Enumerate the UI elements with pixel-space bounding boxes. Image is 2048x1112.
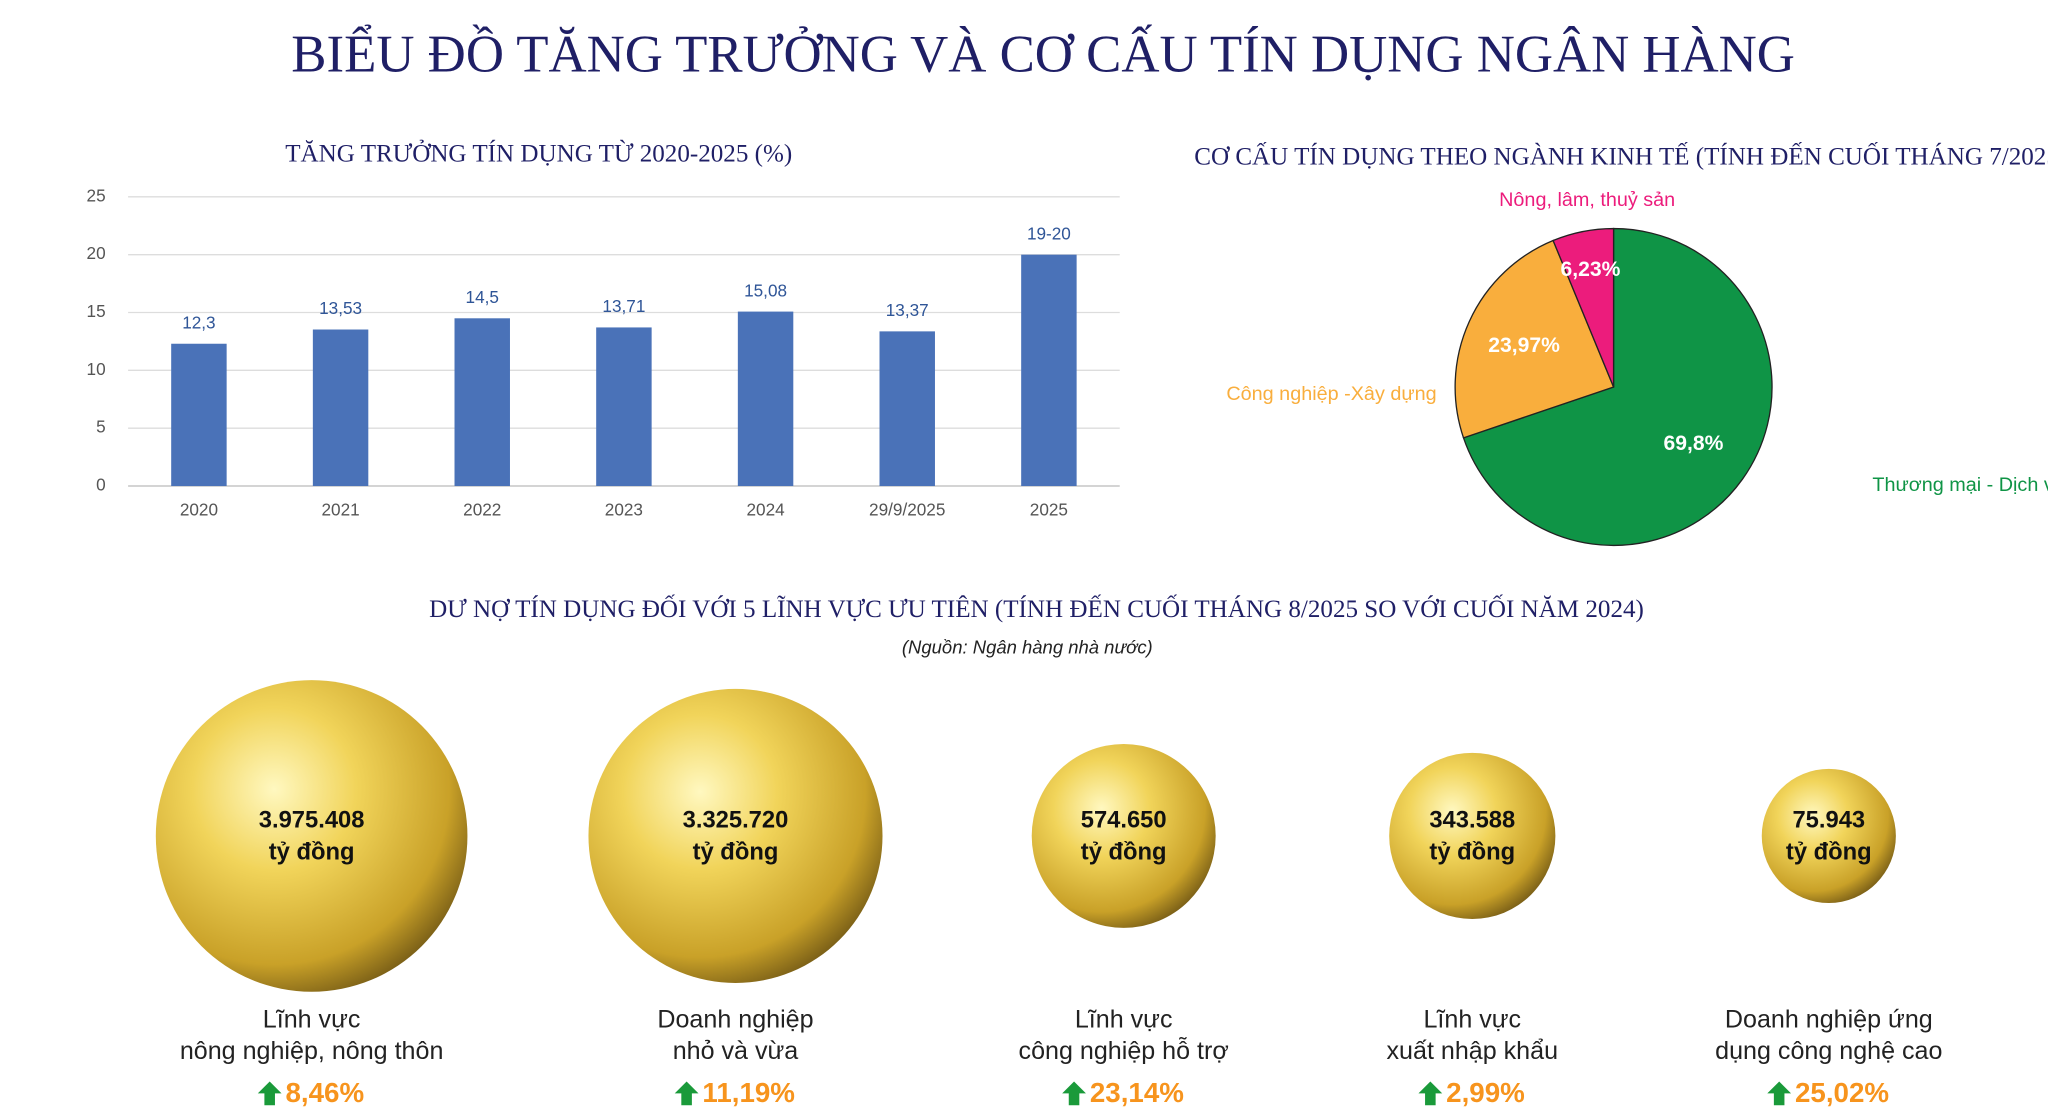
- growth-label: 25,02%: [1795, 1077, 1889, 1108]
- bubble-unit-label: tỷ đồng: [1429, 838, 1515, 865]
- growth-arrow: [1418, 1081, 1443, 1106]
- bar-value-label: 19-20: [1027, 223, 1071, 243]
- pie-category-label: Công nghiệp -Xây dựng: [1226, 383, 1436, 405]
- bar-value-label: 13,53: [319, 298, 362, 318]
- bar: [1021, 254, 1077, 487]
- bubble-category-label: Lĩnh vực: [1075, 1005, 1173, 1033]
- bubble: [1031, 743, 1216, 928]
- pie-category-label: Nông, lâm, thuỷ sản: [1499, 189, 1675, 211]
- bubble-category-label: công nghiệp hỗ trợ: [1019, 1036, 1229, 1065]
- pie-slice: [1462, 227, 1773, 547]
- x-tick-label: 2025: [1030, 500, 1068, 520]
- bar-value-label: 13,37: [886, 300, 929, 320]
- x-tick-label: 2024: [746, 500, 785, 520]
- x-tick-label: 2023: [605, 500, 643, 520]
- y-tick-label: 20: [87, 243, 106, 263]
- bubble-unit-label: tỷ đồng: [1081, 838, 1167, 865]
- x-tick-label: 29/9/2025: [869, 500, 945, 520]
- pie-value-label: 23,97%: [1488, 334, 1560, 357]
- y-tick-label: 25: [87, 185, 106, 205]
- bubble-value-label: 75.943: [1792, 807, 1865, 834]
- growth-label: 11,19%: [702, 1077, 794, 1108]
- bar-chart-title: TĂNG TRƯỞNG TÍN DỤNG TỪ 2020-2025 (%): [285, 140, 792, 168]
- bubble-unit-label: tỷ đồng: [269, 838, 355, 865]
- bubble-category-label: nhỏ và vừa: [673, 1037, 799, 1065]
- bubble-unit-label: tỷ đồng: [693, 838, 779, 865]
- growth-label: 23,14%: [1090, 1077, 1184, 1108]
- page-title: BIỂU ĐỒ TĂNG TRƯỞNG VÀ CƠ CẤU TÍN DỤNG N…: [291, 24, 1795, 84]
- bubble-value-label: 3.325.720: [683, 807, 789, 834]
- bar: [454, 318, 510, 487]
- bubble-category-label: dụng công nghệ cao: [1715, 1037, 1942, 1065]
- growth-arrow: [1062, 1081, 1086, 1106]
- bubble: [155, 680, 468, 992]
- growth-label: 2,99%: [1446, 1077, 1525, 1108]
- x-tick-label: 2021: [321, 500, 359, 520]
- bar: [596, 327, 652, 487]
- growth-arrow: [1767, 1081, 1792, 1106]
- growth-arrow: [674, 1081, 699, 1106]
- bubble-value-label: 574.650: [1081, 807, 1167, 834]
- pie-value-label: 6,23%: [1561, 258, 1621, 281]
- pie-slice: [1454, 239, 1615, 439]
- x-tick-label: 2022: [463, 500, 501, 520]
- bar: [879, 331, 935, 487]
- bubble-chart-title: DƯ NỢ TÍN DỤNG ĐỐI VỚI 5 LĨNH VỰC ƯU TIÊ…: [429, 594, 1644, 623]
- bubble: [1389, 752, 1556, 920]
- bubble: [1761, 768, 1896, 903]
- bubble-category-label: Doanh nghiệp ứng: [1725, 1005, 1933, 1033]
- bubble-chart-subtitle: (Nguồn: Ngân hàng nhà nước): [902, 636, 1153, 657]
- pie-category-label: Thương mại - Dịch vụ: [1872, 474, 2048, 496]
- bar: [171, 343, 227, 487]
- bubble-unit-label: tỷ đồng: [1786, 838, 1872, 865]
- pie-value-label: 69,8%: [1663, 432, 1723, 455]
- bubble: [588, 688, 883, 983]
- pie-slice: [1552, 227, 1615, 388]
- bubble-category-label: nông nghiệp, nông thôn: [180, 1037, 444, 1065]
- bubble-value-label: 343.588: [1429, 807, 1515, 834]
- y-tick-label: 10: [87, 359, 106, 379]
- growth-arrow: [257, 1081, 282, 1106]
- bubble-value-label: 3.975.408: [259, 807, 365, 834]
- bubble-category-label: Doanh nghiệp: [657, 1005, 813, 1033]
- y-tick-label: 5: [96, 417, 106, 437]
- y-tick-label: 15: [87, 301, 106, 321]
- growth-label: 8,46%: [286, 1077, 365, 1108]
- bubble-category-label: Lĩnh vực: [1423, 1005, 1521, 1033]
- x-tick-label: 2020: [180, 500, 218, 520]
- pie-chart-title: CƠ CẤU TÍN DỤNG THEO NGÀNH KINH TẾ (TÍNH…: [1194, 141, 2048, 170]
- y-tick-label: 0: [96, 475, 106, 495]
- bar: [737, 311, 794, 487]
- bar-value-label: 12,3: [182, 312, 215, 332]
- bar-value-label: 14,5: [466, 287, 499, 307]
- bar-value-label: 13,71: [602, 296, 645, 316]
- bar: [312, 329, 369, 487]
- bubble-category-label: Lĩnh vực: [263, 1005, 361, 1033]
- bar-value-label: 15,08: [744, 280, 787, 300]
- bubble-category-label: xuất nhập khẩu: [1387, 1037, 1559, 1065]
